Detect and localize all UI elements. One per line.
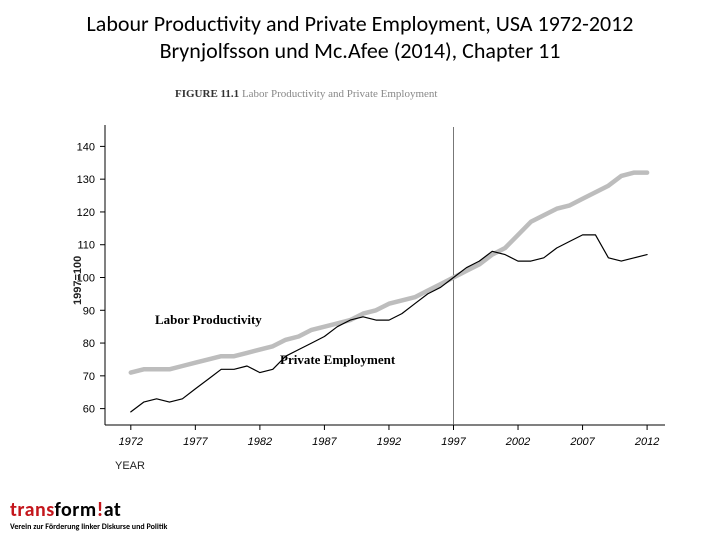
logo: transform!at Verein zur Förderung linker…	[10, 498, 167, 532]
svg-text:70: 70	[83, 371, 95, 383]
series-label-productivity: Labor Productivity	[155, 312, 262, 328]
svg-text:1972: 1972	[119, 436, 143, 448]
logo-suffix: at	[104, 498, 122, 522]
svg-text:1987: 1987	[312, 436, 337, 448]
y-axis-label: 1997=100	[72, 256, 84, 305]
chart-area: 6070809010011012013014019721977198219871…	[0, 0, 720, 500]
svg-text:1997: 1997	[441, 436, 466, 448]
svg-text:140: 140	[77, 141, 95, 153]
svg-text:2002: 2002	[505, 436, 530, 448]
logo-part-2: form	[55, 498, 97, 522]
svg-text:1982: 1982	[248, 436, 272, 448]
logo-bang: !	[97, 498, 104, 522]
series-label-employment: Private Employment	[280, 352, 395, 368]
svg-text:2012: 2012	[634, 436, 659, 448]
svg-text:120: 120	[77, 207, 95, 219]
svg-text:2007: 2007	[569, 436, 595, 448]
svg-text:1992: 1992	[377, 436, 401, 448]
line-chart: 6070809010011012013014019721977198219871…	[0, 0, 720, 500]
logo-tagline: Verein zur Förderung linker Diskurse und…	[10, 522, 167, 532]
svg-text:90: 90	[83, 305, 95, 317]
logo-part-1: trans	[10, 498, 55, 522]
svg-text:1977: 1977	[183, 436, 208, 448]
x-axis-label: YEAR	[115, 460, 145, 472]
svg-text:110: 110	[77, 240, 95, 252]
svg-text:60: 60	[83, 404, 95, 416]
svg-text:130: 130	[77, 174, 95, 186]
svg-text:80: 80	[83, 338, 95, 350]
